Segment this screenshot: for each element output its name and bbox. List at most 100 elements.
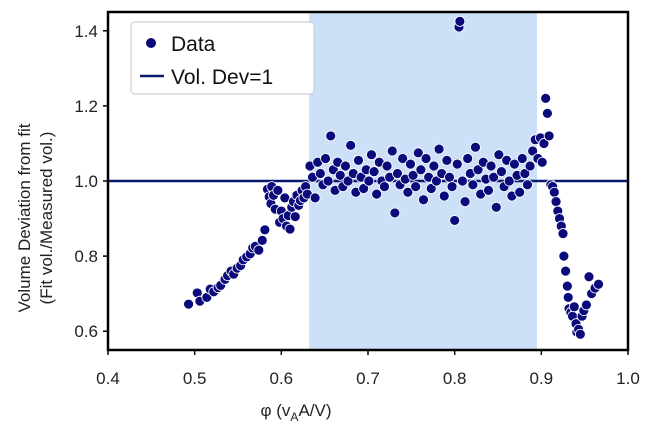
data-point <box>467 179 479 191</box>
data-point <box>536 156 548 168</box>
y-axis-title-line2: (Fit vol./Measured vol.) <box>37 132 56 305</box>
x-axis-title-main: φ (v <box>261 401 291 420</box>
data-point <box>472 164 484 176</box>
data-point <box>558 250 570 262</box>
data-point <box>593 278 604 290</box>
data-point <box>314 168 326 179</box>
data-point <box>325 130 337 142</box>
data-point <box>490 201 502 213</box>
x-tick-label: 1.0 <box>616 369 640 388</box>
data-point <box>320 153 331 164</box>
data-point <box>488 171 500 183</box>
data-point <box>548 186 560 198</box>
data-point <box>428 160 440 172</box>
y-axis-title: Volume Deviation from fit (Fit vol./Meas… <box>15 123 56 312</box>
data-point <box>433 143 445 155</box>
data-point <box>516 153 528 164</box>
legend-label-data: Data <box>171 33 216 56</box>
data-point <box>562 292 574 303</box>
x-tick-label: 0.8 <box>443 369 467 388</box>
data-point <box>363 175 375 187</box>
data-point <box>389 207 401 219</box>
data-point <box>550 196 562 208</box>
data-point <box>379 181 390 193</box>
y-axis-title-line1: Volume Deviation from fit <box>15 123 34 312</box>
data-point <box>561 280 573 292</box>
legend-label-line: Vol. Dev=1 <box>171 66 273 89</box>
data-point <box>568 301 580 313</box>
data-point <box>493 149 505 161</box>
data-point <box>322 175 334 187</box>
data-point <box>418 194 429 206</box>
data-point <box>345 139 357 151</box>
data-point <box>410 181 422 193</box>
y-tick-label: 0.6 <box>74 322 98 341</box>
x-axis-title-tail: A/V) <box>298 401 331 420</box>
data-point <box>560 265 571 277</box>
data-point <box>543 130 555 142</box>
data-point <box>496 166 507 178</box>
data-point <box>514 186 526 198</box>
data-point <box>574 328 586 340</box>
data-point <box>451 158 463 170</box>
data-point <box>540 92 552 104</box>
data-point <box>415 164 427 176</box>
data-point <box>412 147 424 159</box>
x-tick-label: 0.4 <box>96 369 120 388</box>
data-point <box>441 154 453 166</box>
data-point <box>538 138 550 149</box>
data-point <box>462 153 474 164</box>
data-point <box>483 184 494 196</box>
data-point <box>253 244 265 256</box>
x-axis-title-subscript: A <box>290 410 298 424</box>
plot-frame <box>106 10 630 352</box>
legend-box <box>130 21 315 95</box>
data-point <box>284 223 296 235</box>
data-point <box>407 169 419 181</box>
data-point <box>353 154 364 166</box>
y-axis: 0.6 0.8 1.0 1.2 1.4 <box>74 22 108 341</box>
data-point <box>522 179 533 191</box>
x-tick-label: 0.6 <box>270 369 294 388</box>
x-axis: 0.4 0.5 0.6 0.7 0.8 0.9 1.0 <box>96 350 640 388</box>
data-point <box>581 299 592 311</box>
data-point <box>289 211 301 223</box>
data-point <box>259 224 271 236</box>
data-point <box>256 234 268 246</box>
data-point <box>459 196 471 208</box>
data-point <box>386 145 398 157</box>
data-point <box>366 149 377 161</box>
data-point <box>557 228 569 239</box>
data-point <box>470 141 481 153</box>
x-axis-title: φ (vAA/V) <box>261 401 332 424</box>
data-point <box>519 168 531 179</box>
data-point <box>431 175 442 187</box>
data-point <box>392 168 403 179</box>
data-point <box>371 188 383 200</box>
data-point <box>457 175 468 187</box>
data-point <box>340 160 351 172</box>
y-tick-label: 0.8 <box>74 247 98 266</box>
data-point <box>438 190 450 202</box>
data-point <box>449 215 461 226</box>
y-tick-label: 1.4 <box>74 22 98 41</box>
data-point <box>425 183 437 194</box>
data-points <box>183 15 604 340</box>
legend-marker-data <box>146 38 156 48</box>
data-point <box>397 153 409 164</box>
data-point <box>446 181 458 193</box>
data-point <box>454 15 466 27</box>
data-point <box>183 298 195 310</box>
data-point <box>542 108 553 119</box>
data-point <box>342 175 354 187</box>
data-point <box>368 166 380 178</box>
y-tick-label: 1.0 <box>74 172 98 191</box>
data-point <box>381 160 393 172</box>
data-point <box>402 186 414 198</box>
data-point <box>509 158 520 170</box>
data-point <box>527 145 539 157</box>
data-point <box>358 183 370 194</box>
data-point <box>583 271 595 283</box>
x-tick-label: 0.5 <box>183 369 207 388</box>
